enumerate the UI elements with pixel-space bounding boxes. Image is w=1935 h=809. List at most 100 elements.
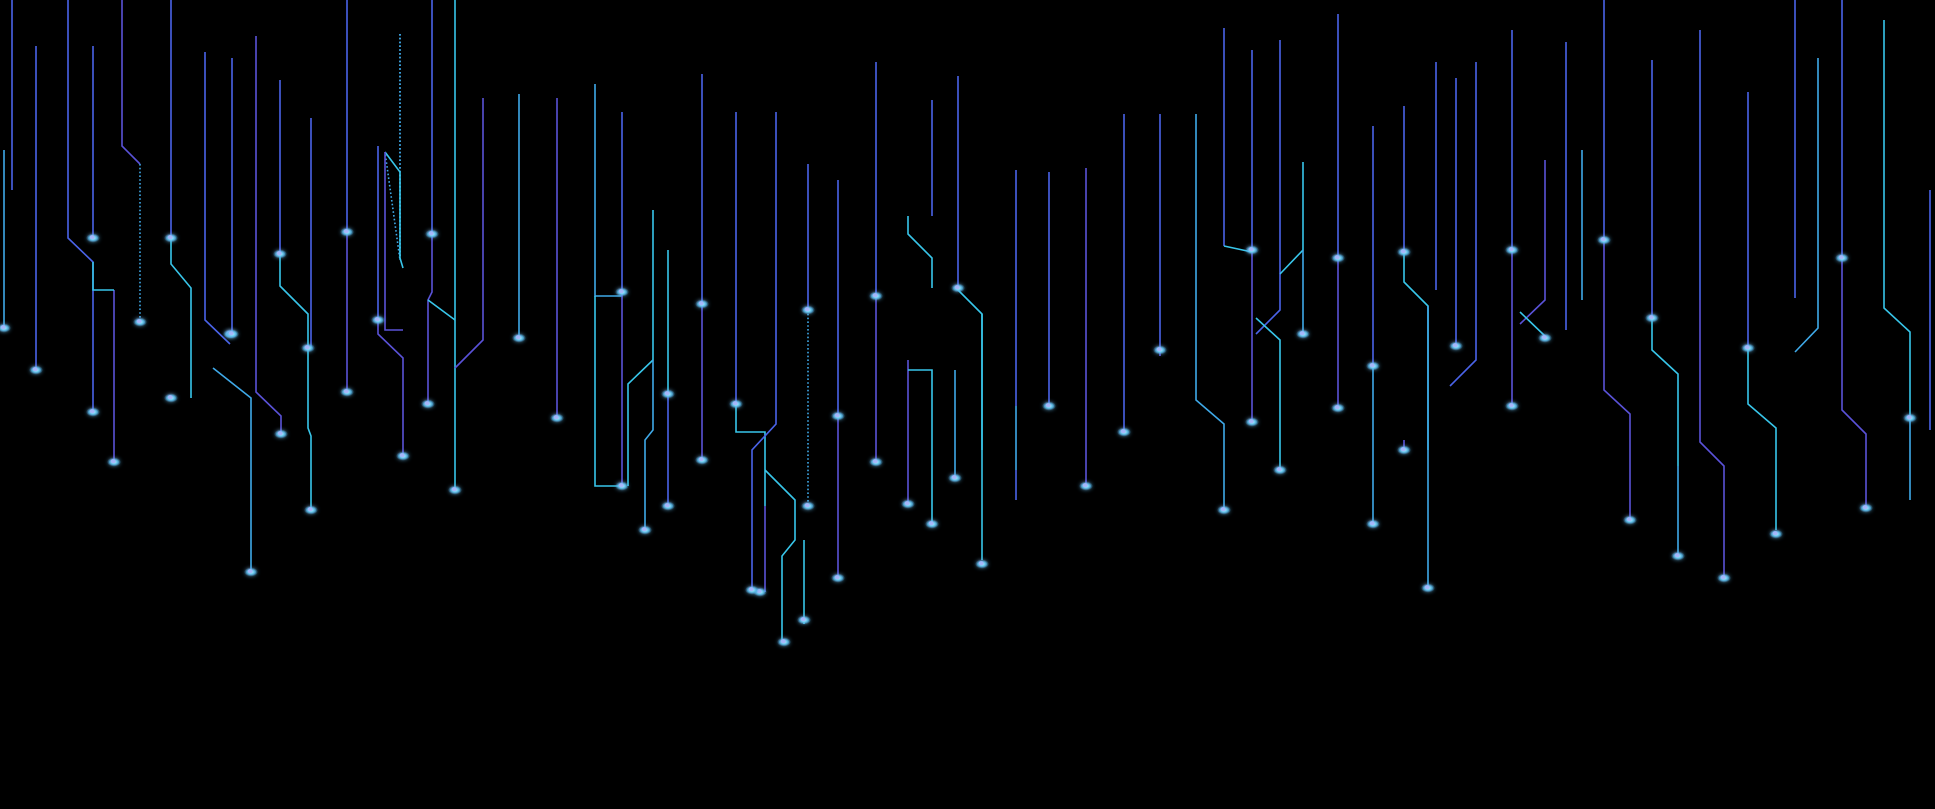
node-highlight xyxy=(1369,521,1375,526)
node-highlight xyxy=(553,415,559,420)
node-highlight xyxy=(951,475,957,480)
trace-node-dot xyxy=(745,585,759,595)
node-highlight xyxy=(804,307,810,312)
trace-node-dot xyxy=(1273,465,1287,475)
node-highlight xyxy=(399,453,405,458)
trace-node-dot xyxy=(1449,341,1463,351)
trace-node-dot xyxy=(1331,403,1345,413)
trace-node-dot xyxy=(951,283,965,293)
node-highlight xyxy=(618,289,624,294)
circuit-trace xyxy=(594,296,622,487)
trace-node-dot xyxy=(695,299,709,309)
trace-node-dot xyxy=(948,473,962,483)
circuit-trace xyxy=(307,348,312,510)
trace-node-dot xyxy=(801,501,815,511)
trace-node-dot xyxy=(273,249,287,259)
trace-node-dot xyxy=(1042,401,1056,411)
node-highlight xyxy=(1334,405,1340,410)
trace-node-dot xyxy=(304,505,318,515)
circuit-trace xyxy=(1449,62,1477,387)
node-highlight xyxy=(834,575,840,580)
node-highlight xyxy=(1156,347,1162,352)
trace-node-dot xyxy=(0,323,11,333)
node-highlight xyxy=(698,301,704,306)
node-highlight xyxy=(276,251,282,256)
circuit-trace xyxy=(92,262,114,291)
trace-node-dot xyxy=(1421,583,1435,593)
trace-group xyxy=(3,0,1931,642)
trace-node-dot xyxy=(1331,253,1345,263)
node-highlight xyxy=(1772,531,1778,536)
trace-node-dot xyxy=(1366,361,1380,371)
trace-node-dot xyxy=(274,429,288,439)
node-highlight xyxy=(1248,247,1254,252)
circuit-trace xyxy=(1603,240,1631,520)
node-highlight xyxy=(1626,517,1632,522)
node-highlight xyxy=(1276,467,1282,472)
trace-node-dot xyxy=(1079,481,1093,491)
trace-node-dot xyxy=(1835,253,1849,263)
node-highlight xyxy=(1248,419,1254,424)
trace-node-dot xyxy=(301,343,315,353)
node-highlight xyxy=(872,293,878,298)
circuit-trace xyxy=(427,299,456,321)
trace-node-dot xyxy=(1296,329,1310,339)
circuit-trace xyxy=(204,52,231,345)
trace-node-dot xyxy=(396,451,410,461)
circuit-trace xyxy=(908,369,933,524)
node-highlight xyxy=(928,521,934,526)
node-highlight xyxy=(1720,575,1726,580)
trace-node-dot xyxy=(86,233,100,243)
trace-node-dot xyxy=(615,481,629,491)
node-highlight xyxy=(1906,415,1912,420)
node-highlight xyxy=(167,235,173,240)
trace-node-dot xyxy=(1903,413,1917,423)
node-highlight xyxy=(277,431,283,436)
circuit-trace xyxy=(454,98,484,369)
node-highlight xyxy=(804,503,810,508)
trace-node-dot xyxy=(1717,573,1731,583)
trace-node-dot xyxy=(29,365,43,375)
circuit-trace xyxy=(1747,348,1777,530)
node-highlight xyxy=(732,401,738,406)
node-highlight xyxy=(1744,345,1750,350)
node-highlight xyxy=(904,501,910,506)
node-highlight xyxy=(228,331,234,336)
node-group xyxy=(0,227,1917,647)
trace-node-dot xyxy=(1366,519,1380,529)
node-highlight xyxy=(1508,403,1514,408)
trace-node-dot xyxy=(661,501,675,511)
node-highlight xyxy=(1674,553,1680,558)
trace-node-dot xyxy=(550,413,564,423)
node-highlight xyxy=(343,229,349,234)
node-highlight xyxy=(664,391,670,396)
node-highlight xyxy=(307,507,313,512)
circuit-trace xyxy=(212,367,252,572)
node-highlight xyxy=(0,325,6,330)
circuit-trace xyxy=(1699,300,1725,578)
circuit-trace xyxy=(735,404,766,506)
node-highlight xyxy=(1400,447,1406,452)
node-highlight xyxy=(1424,585,1430,590)
node-highlight xyxy=(1220,507,1226,512)
circuit-trace xyxy=(1883,20,1911,420)
trace-node-dot xyxy=(801,305,815,315)
trace-node-dot xyxy=(661,389,675,399)
node-highlight xyxy=(1838,255,1844,260)
node-highlight xyxy=(374,317,380,322)
circuit-trace xyxy=(627,210,654,486)
node-highlight xyxy=(343,389,349,394)
trace-node-dot xyxy=(164,233,178,243)
node-highlight xyxy=(780,639,786,644)
trace-node-dot xyxy=(1117,427,1131,437)
trace-node-dot xyxy=(925,519,939,529)
trace-node-dot xyxy=(1623,515,1637,525)
trace-node-dot xyxy=(340,227,354,237)
node-highlight xyxy=(32,367,38,372)
node-highlight xyxy=(872,459,878,464)
trace-node-dot xyxy=(1397,445,1411,455)
node-highlight xyxy=(1400,249,1406,254)
trace-node-dot xyxy=(164,393,178,403)
